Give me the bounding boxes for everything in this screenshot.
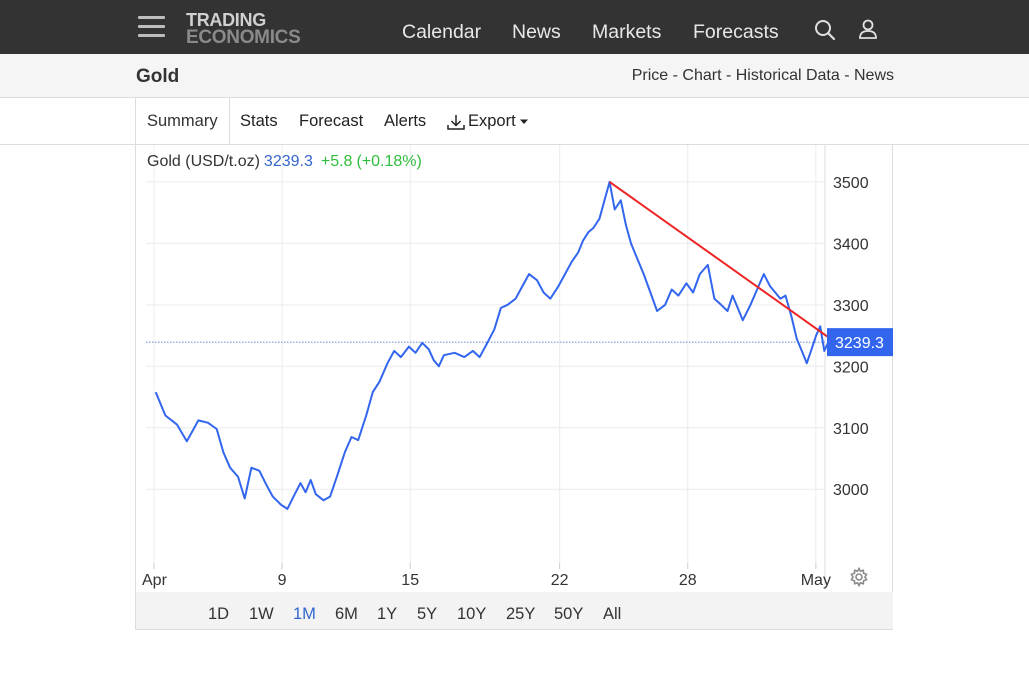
link-price[interactable]: Price	[631, 67, 669, 84]
hamburger-menu-icon[interactable]	[138, 16, 165, 38]
time-range-bar: 1D 1W 1M 6M 1Y 5Y 10Y 25Y 50Y All	[136, 592, 893, 629]
trend-line	[609, 181, 831, 340]
download-icon	[447, 114, 465, 130]
instrument-label: Gold (USD/t.oz)	[147, 153, 260, 170]
range-all[interactable]: All	[603, 605, 622, 623]
range-1w[interactable]: 1W	[249, 605, 274, 623]
y-axis: 3000 3100 3200 3300 3400 3500	[833, 175, 869, 499]
gear-icon[interactable]	[849, 567, 869, 587]
link-separator: -	[839, 67, 854, 84]
nav-calendar[interactable]: Calendar	[402, 21, 482, 43]
y-tick-label: 3400	[833, 236, 869, 253]
current-price: 3239.3	[263, 153, 313, 170]
x-tick-label: 22	[551, 572, 569, 589]
x-tick-label: 28	[679, 572, 697, 589]
y-tick-label: 3200	[833, 359, 869, 376]
chart-grid	[146, 145, 826, 590]
x-tick-label: May	[801, 572, 831, 589]
tab-export[interactable]: Export	[447, 112, 529, 131]
tab-forecast[interactable]: Forecast	[299, 112, 364, 130]
search-icon[interactable]	[814, 19, 836, 41]
nav-forecasts[interactable]: Forecasts	[693, 21, 779, 43]
x-axis: Apr 9 15 22 28 May	[142, 563, 831, 589]
link-separator: -	[668, 67, 683, 84]
range-1y[interactable]: 1Y	[377, 605, 398, 623]
tab-summary[interactable]: Summary	[135, 98, 230, 144]
link-separator: -	[721, 67, 736, 84]
range-1d[interactable]: 1D	[208, 605, 230, 623]
gold-price-line	[154, 180, 830, 510]
link-chart[interactable]: Chart	[682, 67, 722, 84]
range-50y[interactable]: 50Y	[554, 605, 584, 623]
tab-bar: Summary Stats Forecast Alerts Export	[0, 98, 1029, 145]
x-tick-label: 9	[278, 572, 287, 589]
nav-markets[interactable]: Markets	[592, 21, 662, 43]
x-tick-label: Apr	[142, 572, 168, 589]
last-price-label-bg	[827, 328, 893, 357]
last-price-label: 3239.3	[827, 328, 893, 357]
range-6m[interactable]: 6M	[335, 605, 358, 623]
range-10y[interactable]: 10Y	[457, 605, 487, 623]
price-change: +5.8	[320, 153, 353, 170]
y-tick-label: 3000	[833, 482, 869, 499]
page-links: Price - Chart - Historical Data - News	[632, 67, 894, 85]
caret-down-icon	[519, 119, 528, 124]
chart-panel	[135, 144, 893, 630]
top-navbar: TRADING ECONOMICS Calendar News Markets …	[0, 0, 1029, 54]
tab-stats[interactable]: Stats	[240, 112, 278, 130]
last-price-label-text: 3239.3	[835, 335, 884, 352]
link-news[interactable]: News	[853, 67, 894, 84]
range-25y[interactable]: 25Y	[506, 605, 536, 623]
link-historical-data[interactable]: Historical Data	[735, 67, 840, 84]
sub-header: Gold Price - Chart - Historical Data - N…	[0, 54, 1029, 98]
y-tick-label: 3500	[833, 175, 869, 192]
x-tick-label: 15	[401, 572, 419, 589]
tab-export-label: Export	[468, 112, 516, 130]
user-icon[interactable]	[858, 19, 878, 40]
y-tick-label: 3300	[833, 298, 869, 315]
page-title: Gold	[136, 66, 180, 87]
range-1m[interactable]: 1M	[293, 605, 316, 623]
y-tick-label: 3100	[833, 421, 869, 438]
site-logo[interactable]: TRADING ECONOMICS	[186, 10, 301, 48]
price-change-percent: (+0.18%)	[356, 153, 422, 170]
logo-line-1: TRADING	[186, 10, 266, 30]
nav-news[interactable]: News	[512, 21, 561, 43]
logo-line-2: ECONOMICS	[186, 27, 301, 48]
chart-header: Gold (USD/t.oz) 3239.3 +5.8 (+0.18%)	[147, 153, 422, 171]
tab-alerts[interactable]: Alerts	[384, 112, 427, 130]
range-5y[interactable]: 5Y	[417, 605, 438, 623]
